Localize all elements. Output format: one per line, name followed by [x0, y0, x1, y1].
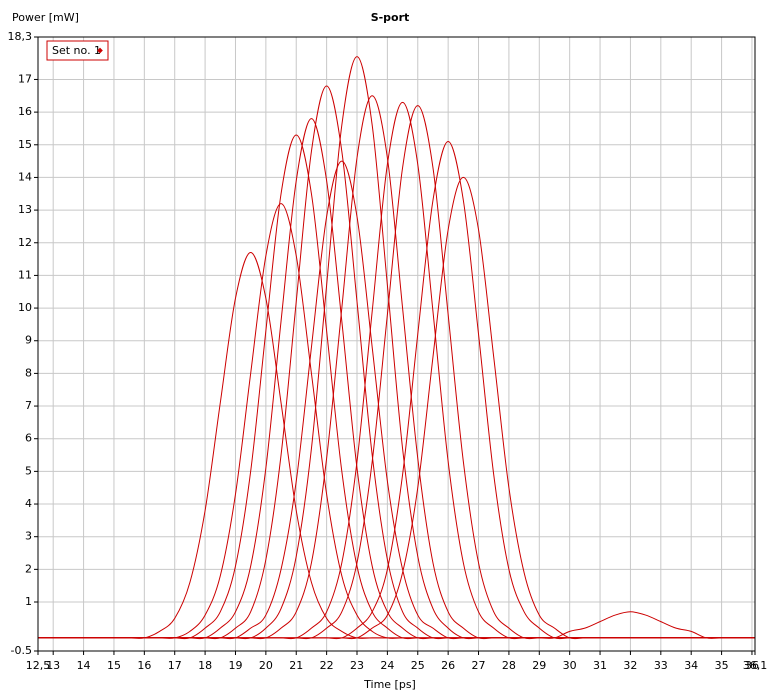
- ticks: 12,513 14 15 16 17 18 19 20 21 22 23 24 25 26 27 28 29 30…: [8, 30, 768, 672]
- x-tick-label: 26: [441, 659, 455, 672]
- x-tick-label: 13: [46, 659, 60, 672]
- y-tick-label: 11: [18, 268, 32, 281]
- x-tick-label: 14: [77, 659, 91, 672]
- x-tick-label: 16: [137, 659, 151, 672]
- y-axis-label: Power [mW]: [12, 11, 79, 24]
- y-tick-label: 10: [18, 301, 32, 314]
- plot-area: [38, 37, 755, 651]
- x-tick-label: 29: [532, 659, 546, 672]
- x-tick-label: 30: [563, 659, 577, 672]
- x-tick-label: 23: [350, 659, 364, 672]
- x-axis-label: Time [ps]: [363, 678, 416, 691]
- x-tick-label: 34: [684, 659, 698, 672]
- x-tick-label: 28: [502, 659, 516, 672]
- y-tick-label: 17: [18, 72, 32, 85]
- y-tick-label: 15: [18, 138, 32, 151]
- legend-box: [46, 40, 109, 61]
- x-tick-label: 17: [168, 659, 182, 672]
- x-tick-label: 24: [380, 659, 394, 672]
- y-tick-label: 13: [18, 203, 32, 216]
- x-tick-label: 36,1: [743, 659, 768, 672]
- y-tick-label: 4: [25, 497, 32, 510]
- y-tick-label: -0.5: [11, 644, 32, 657]
- x-tick-label: 22: [320, 659, 334, 672]
- x-tick-label: 15: [107, 659, 121, 672]
- trace-line: [37, 611, 755, 639]
- x-tick-label: 27: [472, 659, 486, 672]
- x-tick-label: 25: [411, 659, 425, 672]
- plot-border: [37, 36, 756, 652]
- y-tick-label: 12: [18, 236, 32, 249]
- traces: [37, 56, 755, 640]
- x-tick-label: 32: [623, 659, 637, 672]
- y-tick-label: 1: [25, 595, 32, 608]
- y-tick-label: 5: [25, 464, 32, 477]
- y-tick-label: 9: [25, 334, 32, 347]
- legend: Set no. 1: [46, 40, 109, 61]
- x-tick-label: 19: [228, 659, 242, 672]
- y-tick-label: 6: [25, 432, 32, 445]
- y-tick-label: 7: [25, 399, 32, 412]
- y-tick-label: 3: [25, 530, 32, 543]
- x-tick-label: 31: [593, 659, 607, 672]
- legend-label: Set no. 1: [52, 44, 101, 57]
- x-tick-label: 18: [198, 659, 212, 672]
- x-tick-label: 12,5: [26, 659, 51, 672]
- x-tick-label: 21: [289, 659, 303, 672]
- x-tick-label: 20: [259, 659, 273, 672]
- x-tick-label: 35: [715, 659, 729, 672]
- y-tick-label: 18,3: [8, 30, 33, 43]
- x-tick-label: 36: [745, 659, 759, 672]
- y-tick-label: 16: [18, 105, 32, 118]
- chart-title: S-port: [371, 11, 410, 24]
- y-tick-label: 8: [25, 366, 32, 379]
- y-tick-label: 14: [18, 170, 32, 183]
- x-tick-label: 33: [654, 659, 668, 672]
- y-tick-label: 2: [25, 562, 32, 575]
